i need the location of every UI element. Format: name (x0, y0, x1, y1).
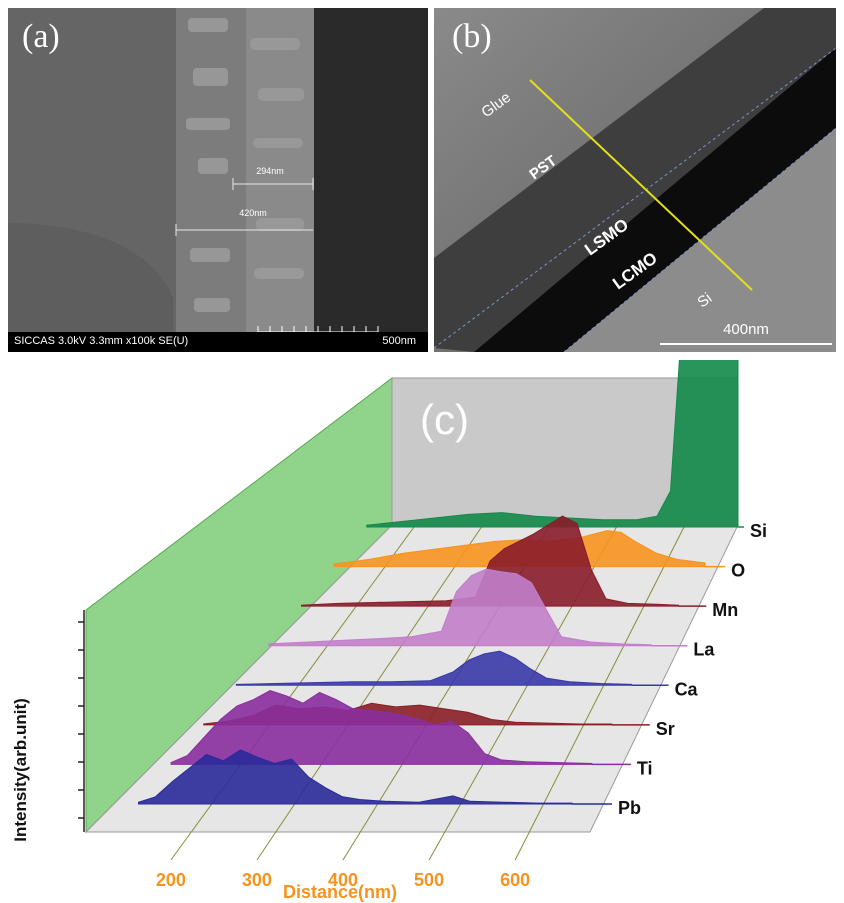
x-tick-label: 200 (156, 870, 186, 890)
x-tick-label: 600 (500, 870, 530, 890)
tem-scale-label: 400nm (723, 321, 769, 338)
tem-micrograph: Glue PST LSMO LCMO Si 400nm (434, 8, 836, 352)
measurement-2-label: 420nm (239, 208, 267, 218)
series-label-o: O (731, 561, 745, 581)
sem-micrograph: 294nm 420nm (8, 8, 428, 352)
measurement-marks (175, 178, 314, 236)
measurement-1-label: 294nm (256, 166, 284, 176)
sem-info-text: SICCAS 3.0kV 3.3mm x100k SE(U) (14, 335, 189, 347)
series-label-ti: Ti (637, 758, 653, 778)
series-label-ca: Ca (675, 679, 699, 699)
x-tick-label: 400 (328, 870, 358, 890)
sem-image-panel: 294nm 420nm (a) SICCAS 3.0kV 3.3mm x100k… (8, 8, 428, 352)
linescan-path (529, 79, 753, 291)
tem-image-panel: Glue PST LSMO LCMO Si 400nm (b) (434, 8, 836, 352)
series-pb-area (138, 749, 573, 805)
series-label-si: Si (750, 521, 767, 541)
series-mn-area (300, 515, 680, 607)
series-label-pb: Pb (618, 798, 641, 818)
panel-c-label: (c) (420, 396, 469, 443)
series-ca-area (235, 650, 633, 686)
sem-info-bar: SICCAS 3.0kV 3.3mm x100k SE(U) 500nm (8, 332, 428, 352)
series-label-sr: Sr (656, 719, 675, 739)
series-ti-area (170, 690, 593, 765)
series-si-area (366, 360, 739, 528)
y-axis-title: Intensity(arb.unit) (11, 698, 30, 842)
x-tick-label: 300 (242, 870, 272, 890)
series-label-la: La (693, 640, 715, 660)
panel-b-label: (b) (452, 18, 492, 55)
panel-a-label: (a) (22, 18, 60, 55)
eds-linescan-chart: 200 300 400 500 600 Si O Mn La Ca Sr Ti Pb (c) Inten… (0, 360, 844, 903)
x-axis-title: Distance(nm) (283, 882, 397, 902)
series-label-mn: Mn (712, 600, 738, 620)
series-layer (138, 360, 744, 805)
series-la-area (268, 568, 652, 647)
x-tick-label: 500 (414, 870, 444, 890)
sem-scale-label: 500nm (382, 335, 416, 347)
